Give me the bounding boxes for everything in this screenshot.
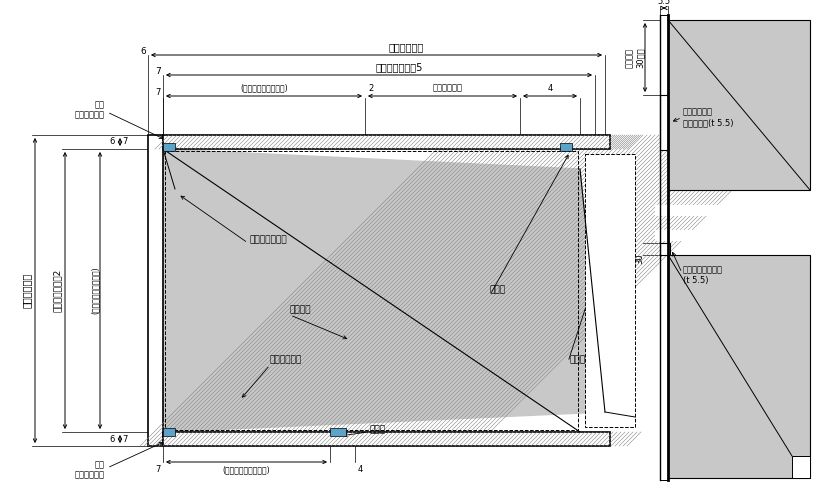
Text: 捧て
シーリング代: 捧て シーリング代 (75, 100, 105, 120)
Text: キッチン間口: キッチン間口 (389, 42, 424, 52)
Text: 捧て
シーリング代: 捧て シーリング代 (75, 460, 105, 480)
Bar (163, 428, 175, 436)
Bar (668, 255, 810, 478)
Polygon shape (163, 149, 605, 432)
Text: かぶり代
30以上: かぶり代 30以上 (625, 47, 645, 68)
Text: キッチン間口－2: キッチン間口－2 (52, 269, 61, 312)
Text: サイド化粧板: サイド化粧板 (570, 355, 602, 364)
Bar (163, 143, 175, 151)
Text: 7: 7 (122, 137, 127, 146)
Text: キッチン間口－5: キッチン間口－5 (375, 62, 422, 72)
Text: キッチン: キッチン (290, 305, 311, 315)
Bar (330, 428, 346, 436)
Text: 7: 7 (155, 87, 161, 97)
Text: パネル位置決め桙
(t 5.5): パネル位置決め桙 (t 5.5) (683, 265, 723, 285)
Text: 5.5: 5.5 (658, 0, 671, 5)
Text: 7: 7 (155, 66, 161, 76)
Text: かぶり代
30: かぶり代 30 (625, 249, 645, 269)
Bar (165, 151, 578, 430)
Text: 4: 4 (358, 465, 364, 474)
Bar (585, 154, 635, 427)
Bar (148, 135, 163, 446)
Text: 見切り: 見切り (370, 426, 386, 435)
Bar (792, 456, 810, 478)
Text: 6: 6 (141, 47, 146, 55)
Text: シーリング代: シーリング代 (432, 83, 462, 92)
Bar (660, 243, 670, 255)
Bar (163, 135, 610, 149)
Text: 見切り: 見切り (490, 285, 506, 295)
Text: (パネル取り付け寸法): (パネル取り付け寸法) (91, 267, 100, 314)
Text: 吹戸棚設置用
スペーサー(t 5.5): 吹戸棚設置用 スペーサー(t 5.5) (683, 108, 734, 127)
Bar (660, 95, 668, 150)
Bar (560, 143, 572, 151)
Text: (パネル取り付け寸法): (パネル取り付け寸法) (240, 83, 288, 92)
Text: 7: 7 (155, 465, 161, 474)
Text: コーナーモール: コーナーモール (250, 236, 288, 245)
Text: 2: 2 (368, 83, 373, 92)
Text: 6: 6 (109, 137, 114, 146)
Text: 6: 6 (109, 435, 114, 443)
Text: (パネル取り付け寸法): (パネル取り付け寸法) (223, 465, 270, 474)
Text: 7: 7 (122, 435, 127, 443)
Text: 4: 4 (547, 83, 552, 92)
Bar (668, 20, 810, 190)
Bar (163, 432, 610, 446)
Text: サイドパネル: サイドパネル (270, 355, 302, 364)
Text: キッチン間口: キッチン間口 (22, 273, 32, 308)
